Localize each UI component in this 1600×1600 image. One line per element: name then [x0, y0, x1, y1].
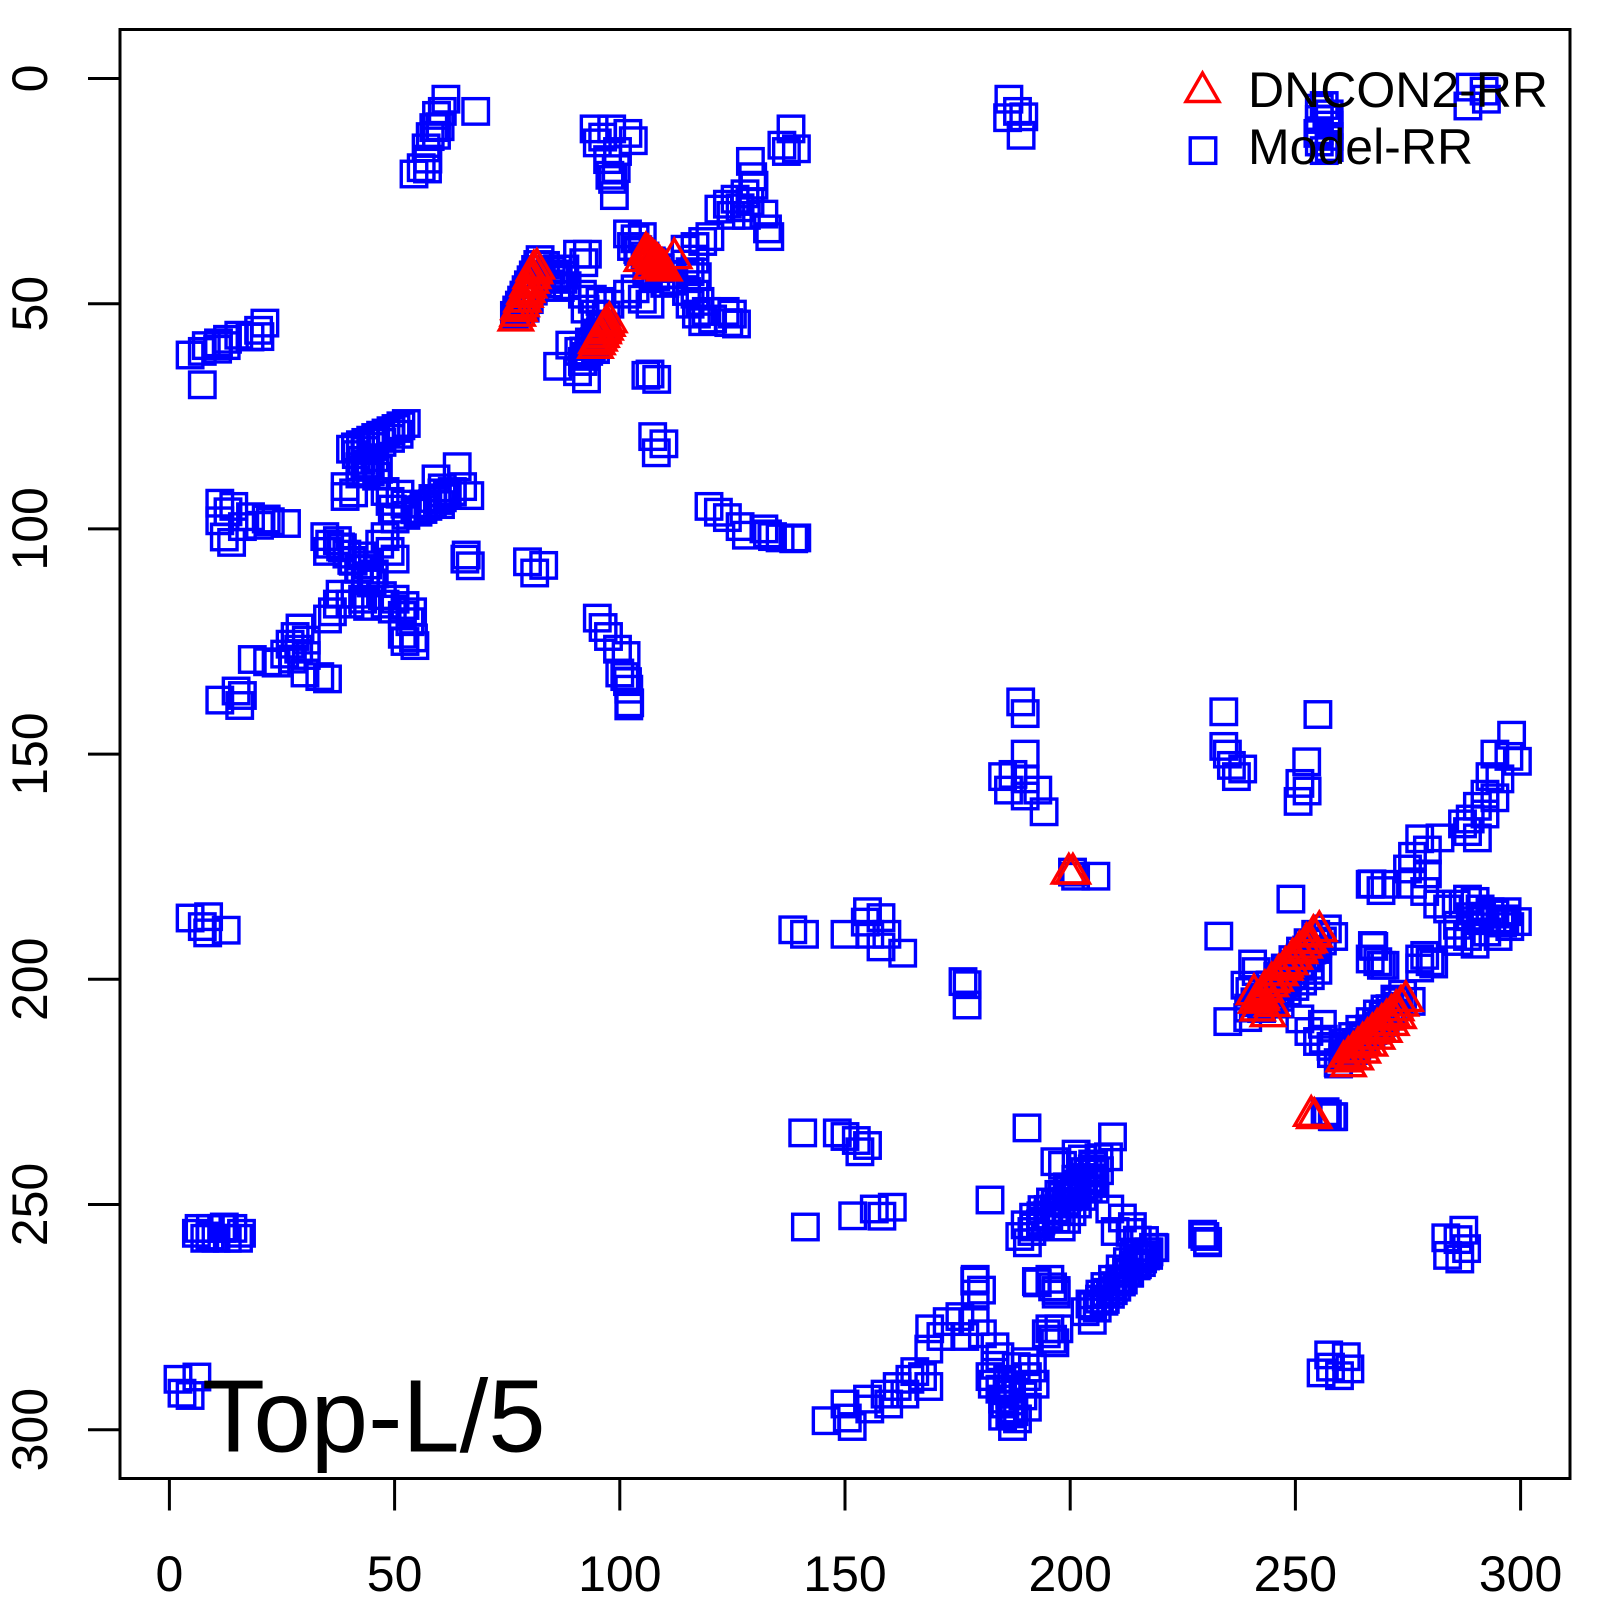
- svg-text:0: 0: [2, 65, 58, 93]
- svg-text:300: 300: [2, 1388, 58, 1471]
- svg-text:250: 250: [1254, 1546, 1337, 1600]
- svg-text:DNCON2-RR: DNCON2-RR: [1248, 62, 1548, 118]
- svg-text:150: 150: [803, 1546, 886, 1600]
- svg-text:Model-RR: Model-RR: [1248, 119, 1473, 175]
- svg-text:100: 100: [2, 487, 58, 570]
- svg-text:200: 200: [1028, 1546, 1111, 1600]
- svg-text:0: 0: [155, 1546, 183, 1600]
- svg-text:250: 250: [2, 1163, 58, 1246]
- svg-text:50: 50: [367, 1546, 423, 1600]
- svg-text:150: 150: [2, 712, 58, 795]
- svg-text:300: 300: [1479, 1546, 1562, 1600]
- svg-text:Top-L/5: Top-L/5: [202, 1359, 546, 1474]
- svg-text:100: 100: [578, 1546, 661, 1600]
- svg-text:200: 200: [2, 938, 58, 1021]
- svg-text:50: 50: [2, 276, 58, 332]
